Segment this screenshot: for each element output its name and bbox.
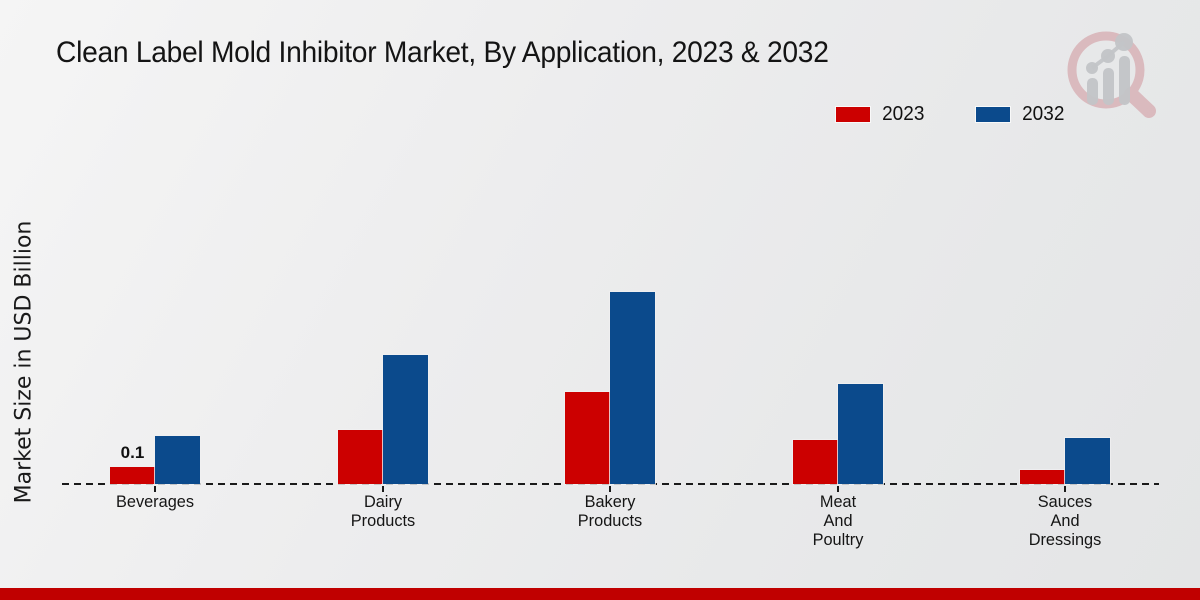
legend-label-2032: 2032 bbox=[1021, 103, 1064, 125]
chart-title: Clean Label Mold Inhibitor Market, By Ap… bbox=[56, 36, 829, 69]
legend: 2023 2032 bbox=[836, 103, 1115, 126]
data-label-2023-beverages: 0.1 bbox=[120, 443, 145, 462]
bar-2032-sauces-and-dressings bbox=[1065, 438, 1110, 484]
category-label-line: Bakery bbox=[584, 492, 636, 511]
market-research-future-logo-icon bbox=[1067, 31, 1156, 118]
category-label-line: Dressings bbox=[1028, 530, 1102, 549]
category-label-meat-and-poultry: Meat And Poultry bbox=[770, 492, 904, 549]
category-label-line: And bbox=[1050, 511, 1080, 530]
category-label-line: Sauces bbox=[1037, 492, 1093, 511]
x-axis-tick-bakery-products bbox=[609, 486, 611, 492]
x-axis-tick-beverages bbox=[154, 486, 156, 492]
legend-item-2032: 2032 bbox=[975, 103, 1066, 126]
category-label-line: Products bbox=[350, 511, 415, 530]
bar-2023-meat-and-poultry bbox=[792, 440, 838, 484]
x-axis-tick-sauces-and-dressings bbox=[1064, 486, 1066, 492]
category-label-dairy-products: Dairy Products bbox=[315, 492, 449, 530]
x-axis-tick-dairy-products bbox=[381, 486, 384, 492]
category-label-beverages: Beverages bbox=[88, 492, 222, 511]
bar-2023-sauces-and-dressings bbox=[1020, 470, 1065, 484]
bar-2032-dairy-products bbox=[382, 355, 428, 484]
bar-2032-bakery-products bbox=[610, 292, 655, 484]
footer-accent-bar bbox=[0, 588, 1200, 600]
category-label-line: And bbox=[822, 511, 853, 530]
legend-swatch-2023 bbox=[836, 107, 870, 122]
category-label-bakery-products: Bakery Products bbox=[543, 492, 677, 530]
bar-2032-beverages bbox=[155, 436, 200, 484]
bar-2023-beverages bbox=[110, 467, 155, 484]
x-axis-baseline bbox=[62, 483, 1159, 485]
bar-2023-bakery-products bbox=[565, 392, 610, 484]
category-label-line: Poultry bbox=[812, 530, 863, 549]
category-label-line: Dairy bbox=[363, 492, 402, 511]
legend-label-2023: 2023 bbox=[882, 103, 925, 125]
legend-swatch-2032 bbox=[975, 107, 1010, 122]
category-label-line: Beverages bbox=[115, 492, 195, 511]
legend-item-2023: 2023 bbox=[836, 103, 926, 126]
category-label-line: Meat bbox=[819, 492, 856, 511]
category-label-sauces-and-dressings: Sauces And Dressings bbox=[998, 492, 1132, 549]
bar-2023-dairy-products bbox=[337, 430, 383, 484]
bar-2032-meat-and-poultry bbox=[837, 384, 883, 484]
category-label-line: Products bbox=[577, 511, 643, 530]
x-axis-tick-meat-and-poultry bbox=[836, 486, 839, 492]
